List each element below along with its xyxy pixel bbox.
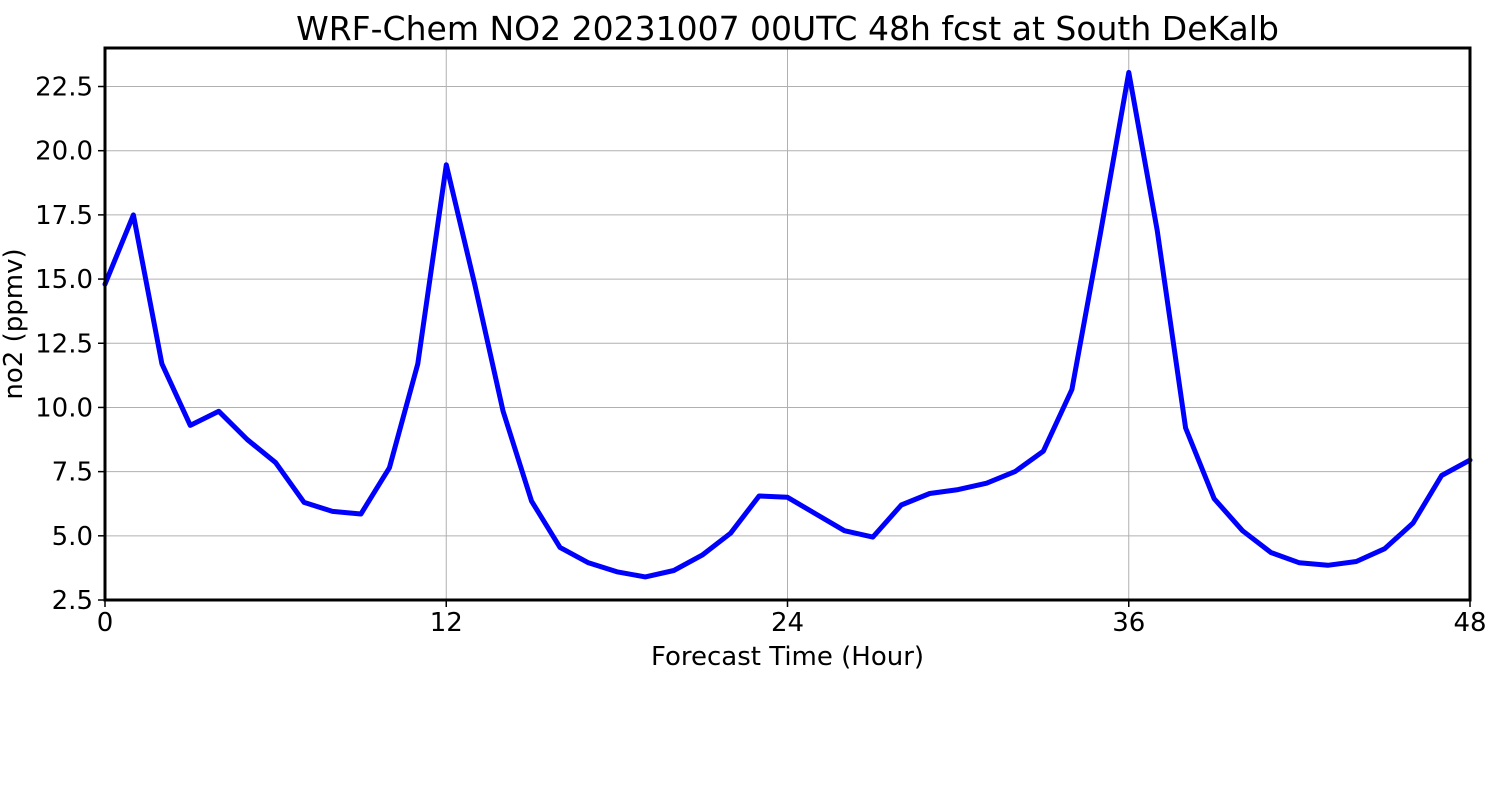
y-tick-label: 7.5 [52,458,93,488]
x-tick-label: 0 [97,608,114,638]
y-tick-label: 10.0 [35,393,93,423]
x-tick-label: 24 [771,608,804,638]
axis-ticks: 0 12 24 36 48 2.5 5.0 7.5 10.0 12.5 15.0 17.5 20.0 22… [35,73,1486,638]
no2-series-line [102,69,1473,580]
y-tick-label: 5.0 [52,522,93,552]
y-axis-label: no2 (ppmv) [0,248,29,399]
y-tick-label: 15.0 [35,265,93,295]
x-axis-label: Forecast Time (Hour) [651,642,924,672]
x-tick-label: 48 [1453,608,1486,638]
series-layer [102,69,1473,580]
y-tick-label: 12.5 [35,329,93,359]
y-tick-label: 22.5 [35,73,93,103]
x-tick-label: 12 [430,608,463,638]
chart-title: WRF-Chem NO2 20231007 00UTC 48h fcst at … [296,9,1279,48]
y-tick-label: 17.5 [35,201,93,231]
y-tick-label: 2.5 [52,586,93,616]
y-tick-label: 20.0 [35,137,93,167]
x-tick-label: 36 [1112,608,1145,638]
